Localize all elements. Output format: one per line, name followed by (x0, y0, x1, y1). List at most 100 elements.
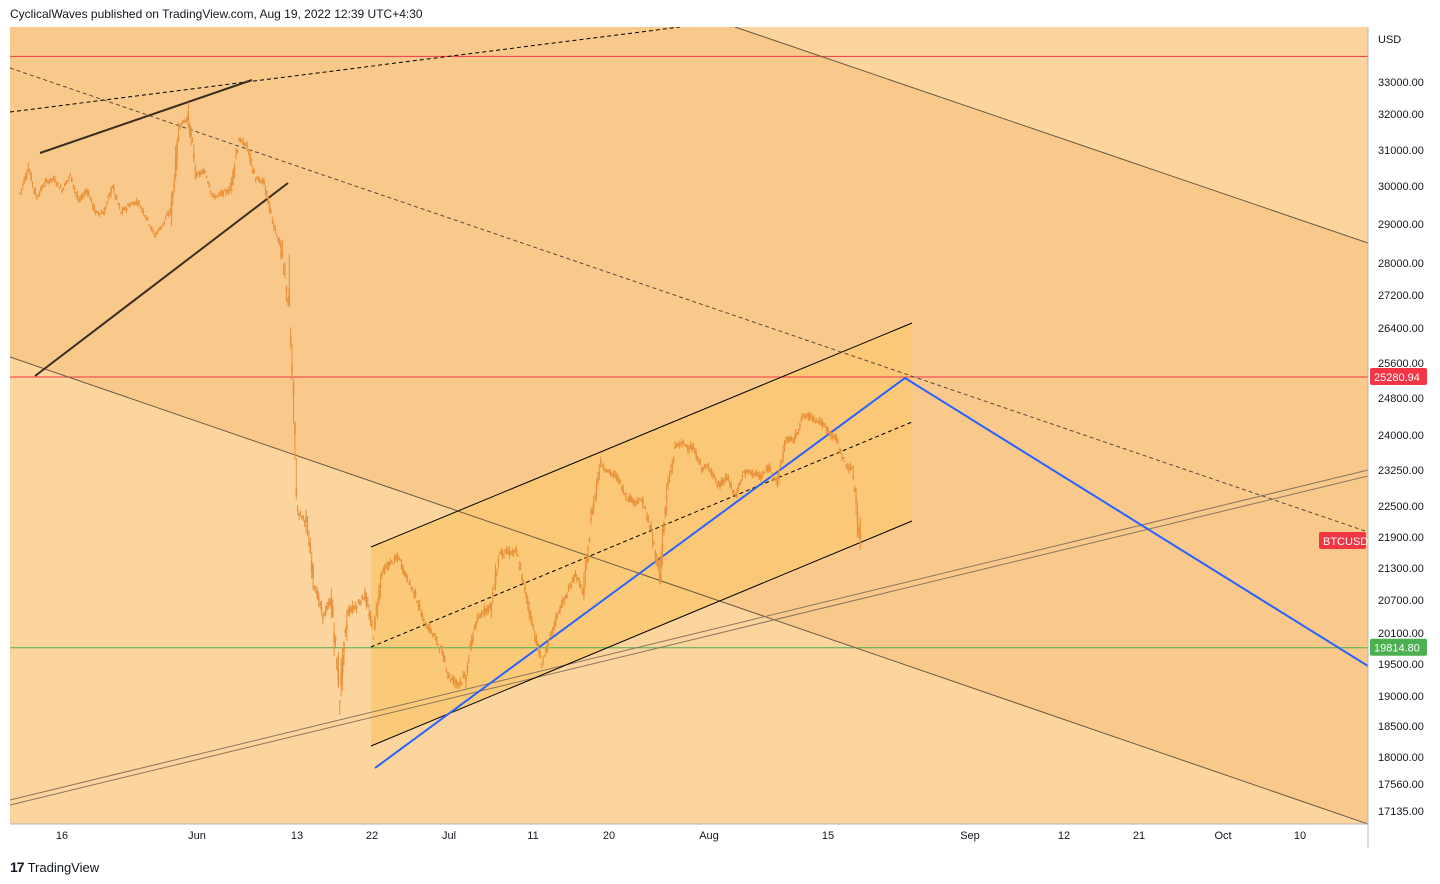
candle-body (500, 551, 502, 555)
candle-body (629, 497, 631, 502)
candle-body (329, 601, 331, 606)
candle-body (644, 508, 647, 510)
candle-body (606, 469, 609, 473)
candle-body (664, 508, 667, 514)
candle-body (83, 192, 86, 195)
candle-body (100, 212, 103, 214)
candle-body (562, 599, 564, 602)
candle-body (632, 500, 634, 504)
candle-body (780, 459, 783, 462)
candle-body (787, 438, 790, 443)
candle-body (406, 576, 408, 581)
candle-body (604, 469, 606, 471)
candle-body (563, 598, 566, 600)
candle-body (585, 556, 588, 563)
time-axis[interactable]: 16 Jun 13 22 Jul 11 20 Aug 15 Sep 12 21 Oct 10 (56, 830, 1306, 842)
candle-body (392, 562, 394, 564)
dashed-descending-line (10, 67, 1368, 533)
candle-body (221, 191, 223, 195)
candle-body (477, 617, 480, 619)
candle-body (765, 468, 768, 470)
tradingview-brand: TradingView (27, 859, 100, 875)
candle-body (233, 166, 236, 170)
candle-body (779, 464, 782, 468)
candle-body (696, 456, 699, 462)
candle-body (818, 420, 821, 423)
candle-body (427, 626, 429, 630)
candle-body (289, 336, 292, 344)
candle-body (368, 612, 371, 617)
candle-body (80, 195, 83, 198)
candle-body (449, 679, 452, 681)
candle-body (627, 496, 630, 501)
candle-body (468, 660, 470, 662)
candle-body (181, 120, 184, 124)
resistance-price-label-bg (1370, 367, 1427, 385)
candle-body (741, 475, 744, 478)
candle-body (466, 666, 469, 673)
candle-body (501, 549, 504, 556)
candle-body (34, 189, 37, 195)
candle-body (259, 180, 261, 182)
candle-body (253, 170, 256, 173)
candle-body (556, 613, 559, 618)
time-tick-label: 10 (1294, 830, 1306, 842)
candle-body (667, 482, 669, 486)
candle-body (354, 606, 357, 609)
candle-body (173, 182, 176, 189)
candle-body (390, 560, 393, 562)
candle-body (634, 501, 637, 503)
candle-body (782, 453, 784, 458)
candle-body (545, 647, 547, 653)
candle-body (792, 440, 794, 442)
candle-body (143, 215, 146, 217)
candle-body (803, 416, 805, 418)
candle-body (858, 528, 860, 533)
candle-body (93, 206, 96, 210)
candle-body (463, 674, 466, 677)
candle-body (163, 221, 166, 223)
price-axis[interactable]: 33000.00 32000.00 31000.00 30000.00 29000.00… (1378, 77, 1424, 818)
candle-body (200, 173, 202, 175)
candle-body (232, 170, 234, 180)
candle-body (42, 185, 45, 187)
candle-body (313, 586, 316, 588)
candle-body (587, 558, 589, 563)
candle-body (396, 555, 399, 559)
candle-body (452, 677, 455, 683)
candle-body (720, 480, 723, 486)
candle-body (612, 472, 615, 476)
candle-body (663, 522, 665, 532)
tradingview-footer[interactable]: 17 TradingView (10, 858, 99, 876)
candle-body (64, 183, 66, 187)
candle-body (299, 512, 302, 514)
candle-body (487, 605, 490, 611)
candle-body (409, 580, 411, 584)
candle-body (496, 573, 498, 575)
candle-body (748, 469, 751, 473)
candle-body (30, 174, 32, 180)
candle-body (830, 432, 832, 436)
candle-body (125, 208, 128, 210)
candle-body (656, 558, 658, 564)
candle-body (775, 479, 777, 481)
candle-body (490, 603, 493, 611)
plot-area[interactable] (10, 27, 1368, 824)
candle-body (679, 441, 682, 443)
candle-body (494, 572, 497, 585)
candle-body (745, 470, 748, 472)
candle-body (337, 669, 340, 685)
candle-body (772, 477, 775, 479)
dashed-rising-line (10, 27, 681, 113)
candle-body (146, 217, 149, 220)
candle-body (198, 173, 201, 175)
candle-body (79, 198, 82, 200)
candle-body (177, 135, 180, 141)
candle-body (179, 126, 181, 128)
candle-body (559, 607, 561, 610)
candle-body (740, 479, 742, 483)
candle-body (278, 239, 281, 245)
candle-body (118, 205, 121, 207)
candle-body (684, 444, 686, 446)
